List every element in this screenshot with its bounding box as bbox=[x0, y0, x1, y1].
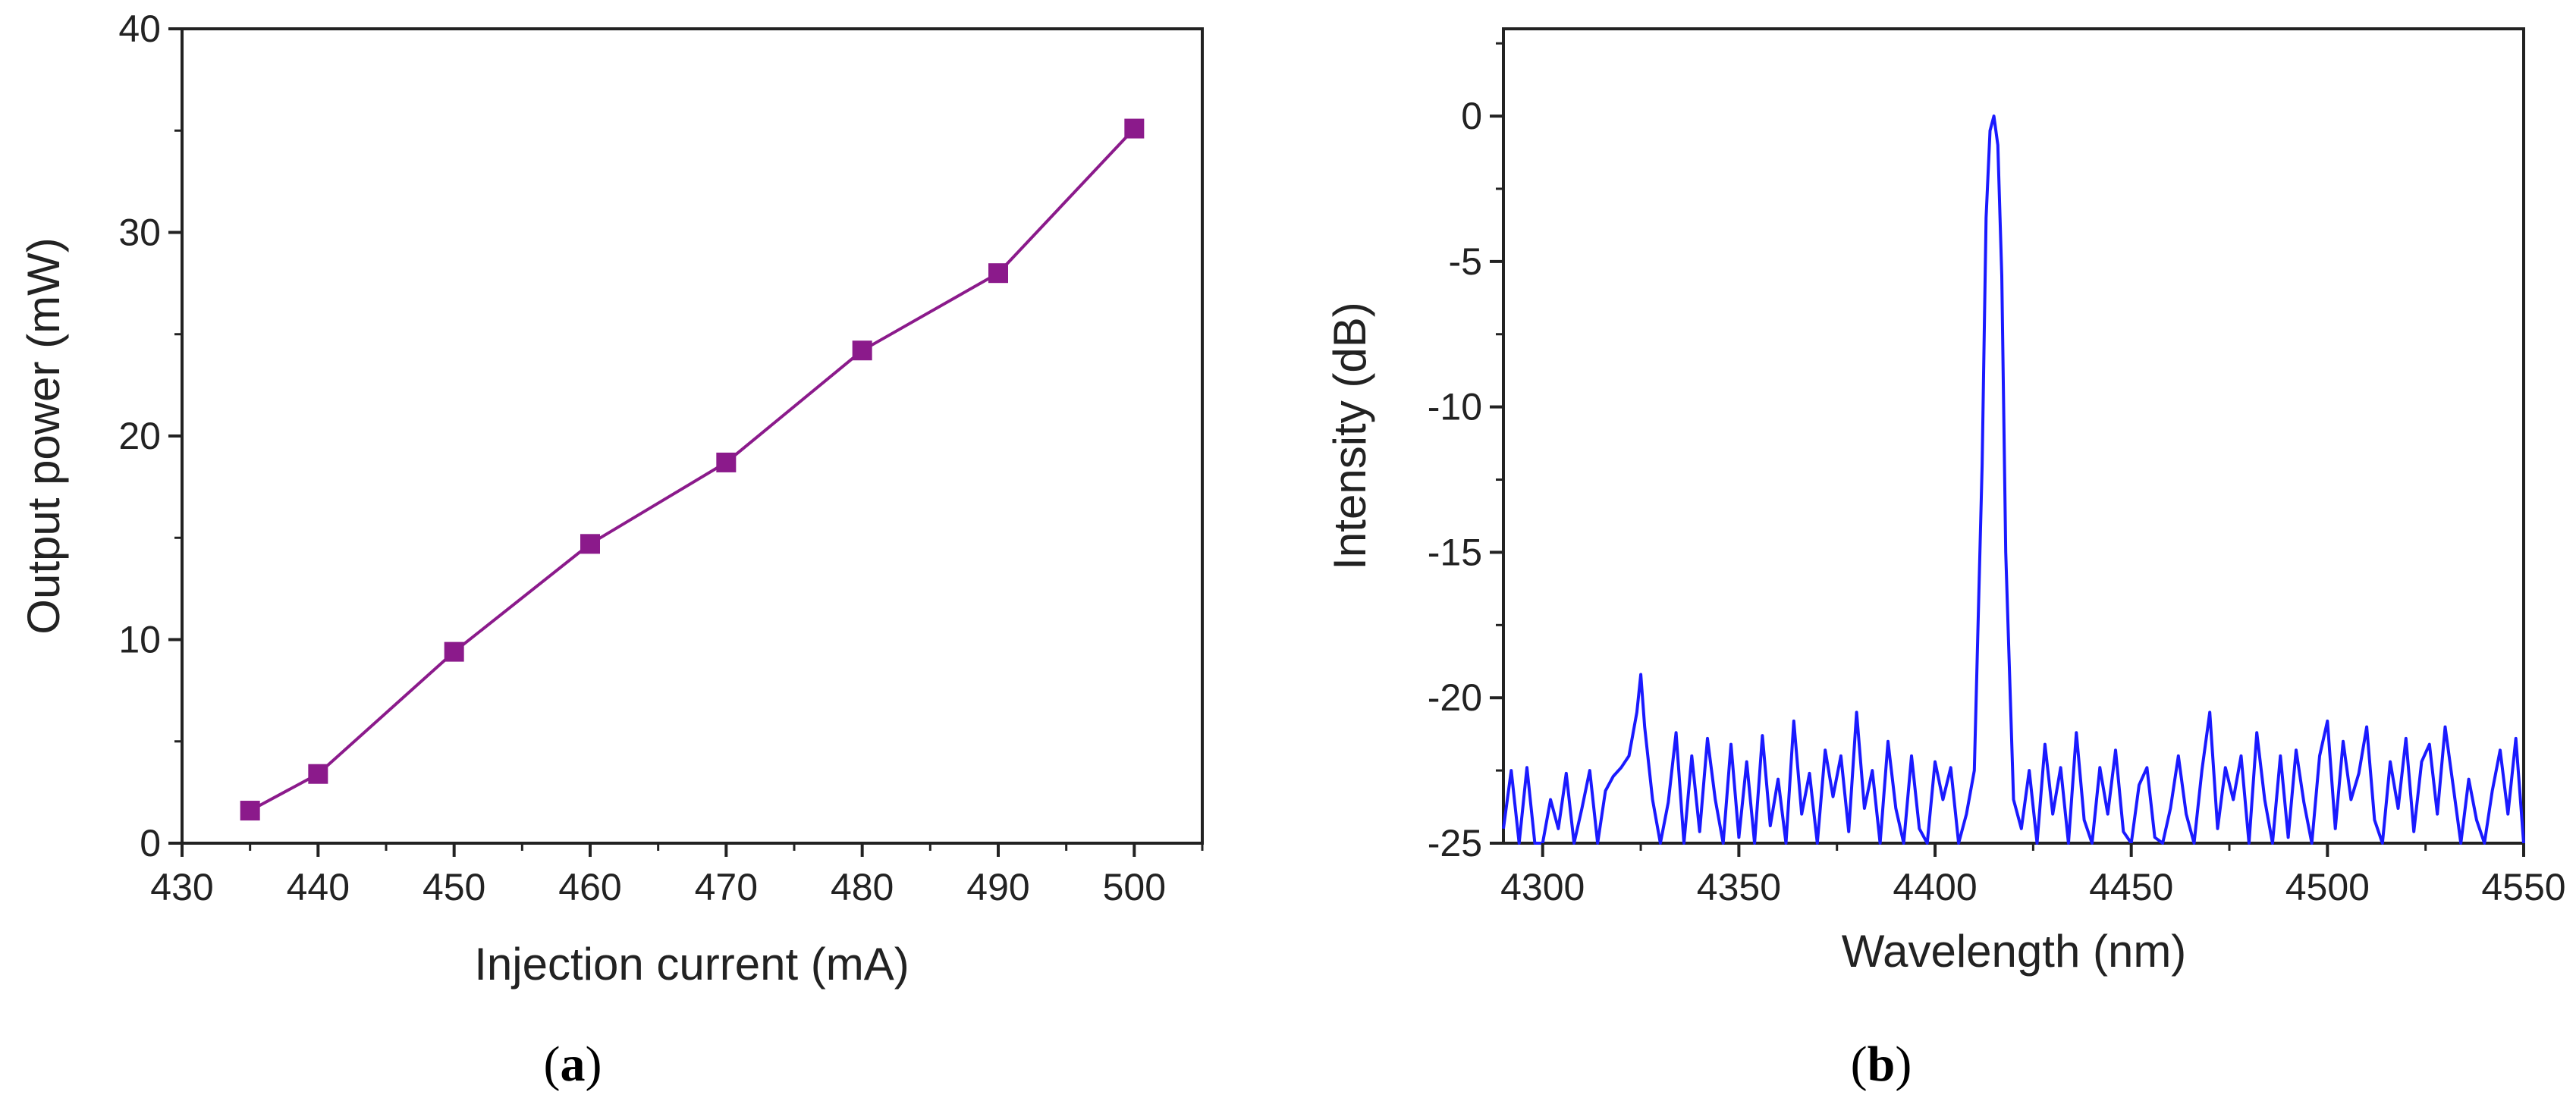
x-tick-label-a-3: 460 bbox=[558, 866, 621, 908]
axis-ticks-a: 430 440 450 460 470 480 490 500 0 10 20 30 40 bbox=[118, 8, 1204, 908]
x-tick-label-a-6: 490 bbox=[966, 866, 1029, 908]
y-axis-title-a: Output power (mW) bbox=[18, 237, 69, 634]
x-tick-label-a-1: 440 bbox=[287, 866, 350, 908]
plot-frame-b bbox=[1502, 27, 2525, 845]
data-point-a-7 bbox=[1124, 118, 1145, 139]
x-tick-label-b-2: 4400 bbox=[1893, 866, 1977, 908]
x-tick-label-a-7: 500 bbox=[1103, 866, 1166, 908]
x-tick-label-a-2: 450 bbox=[423, 866, 485, 908]
y-tick-label-b-1: -5 bbox=[1449, 240, 1482, 283]
x-tick-label-b-0: 4300 bbox=[1500, 866, 1585, 908]
x-tick-label-b-1: 4350 bbox=[1697, 866, 1781, 908]
series-line-b-0 bbox=[1502, 114, 2525, 845]
x-tick-label-a-5: 480 bbox=[831, 866, 894, 908]
data-point-a-3 bbox=[580, 534, 600, 554]
y-tick-label-a-2: 20 bbox=[118, 415, 161, 457]
y-tick-label-a-3: 30 bbox=[118, 212, 161, 254]
panel-label-b: (b) bbox=[1851, 1037, 1912, 1092]
x-tick-label-a-0: 430 bbox=[150, 866, 213, 908]
y-tick-label-a-1: 10 bbox=[118, 619, 161, 661]
series-b bbox=[1502, 114, 2525, 845]
data-point-a-5 bbox=[852, 340, 872, 361]
data-point-a-6 bbox=[988, 263, 1008, 284]
series-line-a-0 bbox=[249, 127, 1136, 812]
y-tick-label-b-2: -10 bbox=[1428, 386, 1482, 428]
x-tick-label-a-4: 470 bbox=[695, 866, 758, 908]
panel-label-a: (a) bbox=[544, 1037, 602, 1092]
data-point-a-0 bbox=[240, 801, 260, 821]
y-axis-title-b: Intensity (dB) bbox=[1324, 302, 1375, 569]
chart-panel-a: 430 440 450 460 470 480 490 500 0 10 20 30 40 Inject… bbox=[18, 8, 1204, 1092]
x-axis-title-a: Injection current (mA) bbox=[474, 939, 909, 990]
x-tick-label-b-3: 4450 bbox=[2089, 866, 2173, 908]
x-tick-label-b-4: 4500 bbox=[2285, 866, 2370, 908]
y-tick-label-b-4: -20 bbox=[1428, 676, 1482, 719]
data-point-a-2 bbox=[444, 641, 464, 662]
axis-ticks-b: 4300 4350 4400 4450 4500 4550 0 -5 -10 -15 -20 -25 bbox=[1428, 42, 2566, 908]
y-tick-label-a-0: 0 bbox=[140, 822, 161, 864]
y-tick-label-a-4: 40 bbox=[118, 8, 161, 50]
chart-panel-b: 4300 4350 4400 4450 4500 45500-5-10-15-20-25 … bbox=[1324, 27, 2566, 1092]
data-point-a-4 bbox=[716, 452, 737, 472]
y-tick-label-b-5: -25 bbox=[1428, 822, 1482, 864]
y-tick-label-b-3: -15 bbox=[1428, 531, 1482, 573]
x-axis-title-b: Wavelength (nm) bbox=[1842, 926, 2187, 977]
series-a bbox=[240, 118, 1145, 821]
data-point-a-1 bbox=[308, 764, 328, 784]
x-tick-label-b-5: 4550 bbox=[2481, 866, 2565, 908]
plot-frame-a bbox=[181, 27, 1204, 845]
y-tick-label-b-0: 0 bbox=[1461, 95, 1482, 137]
